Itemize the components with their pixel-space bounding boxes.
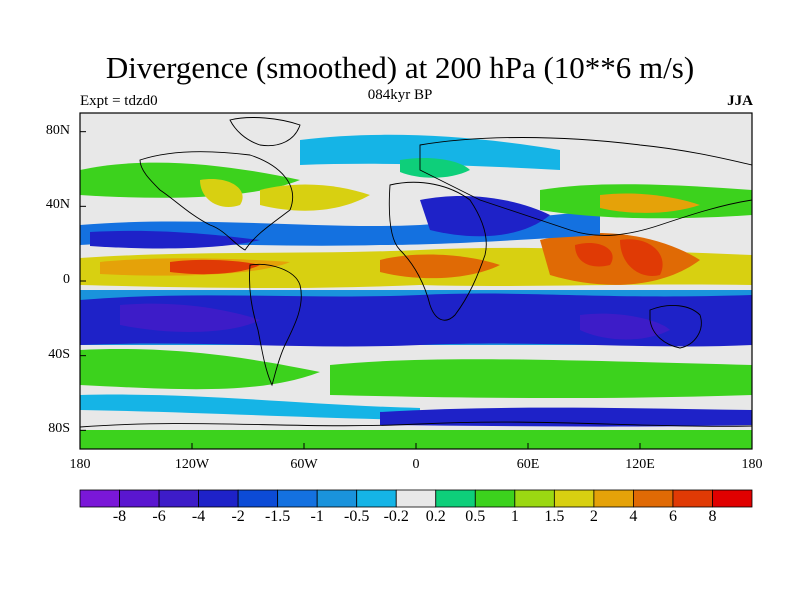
colorbar-label: 0.5 [465,508,486,525]
colorbar-label: 1 [510,508,519,525]
lat-tick-label: 80N [45,122,70,138]
colorbar-swatch [237,489,279,508]
east-asia-orange [600,193,700,213]
season-label: JJA [727,93,753,109]
colorbar-label: -0.5 [344,508,370,525]
greenland-coast [229,117,301,147]
colorbar-swatch [593,489,634,508]
colorbar-label: -1 [310,508,324,525]
map-field [80,113,752,449]
lon-tick-label: 180 [741,457,763,472]
colorbar-swatch [553,489,595,508]
colorbar [79,489,753,508]
colorbar-swatch [79,489,120,508]
antarctic-dark-band [380,407,752,427]
south-america-coast [249,263,302,387]
arctic-blue [300,134,560,170]
colorbar-swatch [712,489,753,508]
antarctic-blue-band [80,394,420,420]
axis-ticks [79,131,753,449]
colorbar-swatch [514,489,555,508]
lat-tick-label: 0 [63,272,70,287]
africa-coast [388,181,487,321]
colorbar-swatch [395,489,437,508]
colorbar-swatch [119,489,160,508]
colorbar-swatch [198,489,239,508]
africa-divergence [380,254,500,279]
colorbar-swatch [277,489,318,508]
antarctica-coast [80,421,752,428]
colorbar-label: -6 [152,508,166,525]
lat-tick-label: 80S [48,421,70,437]
colorbar-label: 2 [589,508,598,525]
colorbar-swatch [356,489,397,508]
chart-title: Divergence (smoothed) at 200 hPa (10**6 … [105,50,695,85]
chart-subtitle: 084kyr BP [367,87,433,103]
europe-green [400,158,470,178]
lon-tick-label: 60W [290,457,318,472]
pacific-strong-convergence [120,303,260,332]
pacific-itcz-red [170,259,260,275]
lon-tick-label: 0 [412,457,420,472]
southern-ocean-green [330,359,752,399]
colorbar-label: -8 [112,508,127,525]
north-africa-convergence [420,195,550,237]
coastlines [80,117,752,428]
colorbar-label: -4 [191,508,206,525]
colorbar-swatch [158,489,199,508]
indian-strong-convergence [580,313,670,340]
south-pacific-green [80,349,320,390]
northern-subtropical-dark [90,230,260,249]
lon-tick-label: 60E [516,457,540,472]
colorbar-label: 1.5 [544,508,565,525]
colorbar-swatch [435,489,476,508]
north-atlantic-yellow [260,184,370,211]
lat-tick-label: 40S [48,346,70,362]
colorbar-label: -2 [231,508,245,525]
lon-tick-label: 120W [174,457,210,472]
southern-convergence-zone [80,293,752,347]
colorbar-label: 8 [708,508,717,525]
colorbar-label: 4 [629,508,638,525]
north-pacific-green [80,162,300,198]
colorbar-swatch [672,489,713,508]
polar-south-green [80,430,752,449]
western-pacific-max [620,239,663,276]
lat-tick-label: 40N [45,197,70,213]
eurasia-coast [419,137,752,236]
colorbar-label: -0.2 [383,508,409,525]
bay-of-bengal-max [575,242,613,267]
experiment-label: Expt = tdzd0 [80,93,158,109]
arctic-neutral [80,113,752,127]
australia-coast [649,304,702,349]
lon-tick-label: 180 [69,457,91,472]
colorbar-swatch [633,489,674,508]
colorbar-swatch [474,489,516,508]
colorbar-label: 6 [668,508,677,525]
colorbar-swatch [316,489,358,508]
north-america-yellow [200,179,243,208]
lon-tick-label: 120E [625,457,655,472]
north-america-coast [139,151,294,251]
colorbar-label: -1.5 [264,508,291,525]
colorbar-label: 0.2 [425,508,446,525]
